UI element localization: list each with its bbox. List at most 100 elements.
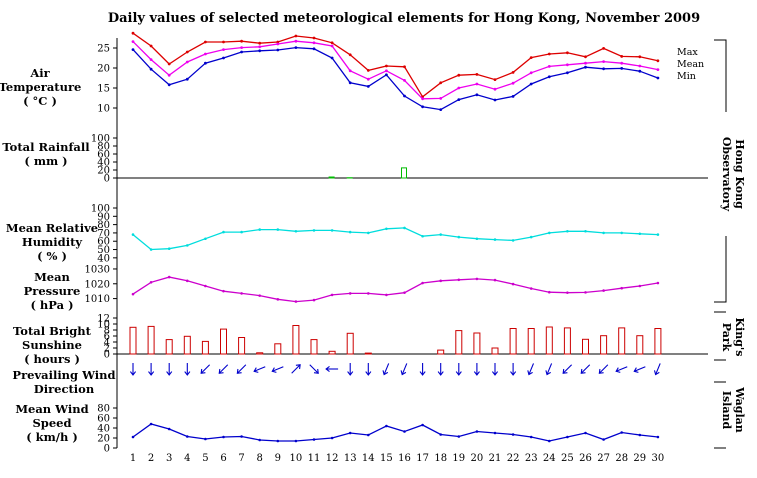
sunshine-label-line1: Total Bright (13, 324, 92, 338)
x-tick-label-9: 9 (275, 453, 281, 464)
temperature-min-point-11 (312, 47, 316, 51)
pressure-label-line2: Pressure (24, 284, 81, 298)
temperature-max-point-3 (167, 62, 171, 66)
temperature-min-point-3 (167, 83, 171, 87)
temperature-min-point-7 (240, 50, 244, 54)
wind-speed-point-17 (421, 423, 424, 427)
x-tick-label-10: 10 (290, 453, 303, 464)
legend-min: Min (677, 71, 696, 82)
wind-arrow-head-19 (455, 371, 462, 376)
pressure-label-line1: Mean (34, 270, 70, 284)
temperature-min-point-28 (620, 67, 624, 70)
wind-speed-point-28 (620, 431, 623, 434)
pressure-point-5 (204, 284, 207, 288)
wind-arrow-head-4 (184, 371, 191, 376)
rainfall-bar-12 (328, 176, 335, 179)
wind-arrow-1 (129, 363, 137, 376)
temperature-max-point-19 (457, 73, 461, 77)
x-tick-label-18: 18 (434, 453, 447, 464)
sunshine-bar-30 (654, 328, 662, 355)
sunshine-tick-label-5: 10 (97, 320, 110, 331)
temperature-mean-point-17 (421, 97, 424, 101)
wind-arrow-shaft-8 (253, 366, 266, 372)
wind-speed-tick-label-2: 40 (97, 424, 110, 435)
humidity-point-1 (131, 233, 135, 236)
temperature-min-point-29 (638, 69, 642, 73)
rainfall-tick-label-1: 20 (97, 166, 110, 177)
temperature-mean-point-5 (204, 52, 207, 56)
wind-arrow-shaft-28 (615, 366, 628, 372)
temperature-mean-point-12 (330, 44, 334, 48)
pressure-tick-label-1: 1020 (85, 279, 110, 290)
temperature-min-point-12 (330, 56, 334, 60)
sunshine-bar-19 (455, 330, 463, 355)
temperature-min-point-27 (602, 67, 605, 71)
temperature-mean-point-13 (348, 69, 352, 73)
pressure-point-25 (566, 291, 569, 294)
x-tick-label-28: 28 (615, 453, 628, 464)
x-tick-label-23: 23 (525, 453, 538, 464)
temperature-max-point-26 (584, 55, 587, 59)
temperature-label-line3: ( °C ) (23, 94, 57, 108)
wind-speed-point-24 (548, 439, 551, 443)
humidity-point-27 (602, 231, 605, 235)
x-tick-label-8: 8 (257, 453, 263, 464)
temperature-min-point-2 (149, 67, 153, 71)
wind-arrow-head-5 (200, 368, 206, 374)
sunshine-bar-25 (563, 327, 571, 355)
rainfall-label-line2: ( mm ) (24, 154, 67, 168)
wind-speed-point-19 (457, 435, 461, 438)
temperature-mean-point-30 (656, 68, 660, 71)
temperature-mean-point-24 (547, 65, 551, 68)
x-tick-label-27: 27 (597, 453, 610, 464)
wind-arrow-head-15 (382, 370, 389, 376)
humidity-label-line3: ( % ) (37, 249, 67, 263)
pressure-point-29 (638, 284, 642, 288)
humidity-point-19 (457, 235, 461, 239)
legend-max: Max (677, 47, 698, 58)
temperature-min-point-6 (222, 56, 225, 60)
x-tick-label-29: 29 (633, 453, 646, 464)
wind-speed-tick-label-0: 0 (104, 444, 110, 455)
sunshine-bar-27 (600, 335, 608, 355)
temperature-tick-label-3: 25 (97, 44, 110, 55)
sunshine-bar-10 (292, 325, 300, 355)
x-tick-label-6: 6 (220, 453, 226, 464)
temperature-min-point-5 (204, 61, 207, 65)
humidity-tick-label-6: 100 (91, 204, 110, 215)
rainfall-label-line1: Total Rainfall (2, 140, 90, 154)
sunshine-bar-8 (256, 352, 264, 355)
wind-arrow-13 (347, 363, 354, 376)
humidity-point-15 (385, 227, 388, 231)
pressure-point-18 (439, 279, 443, 283)
sunshine-tick-label-3: 6 (104, 332, 110, 343)
temperature-mean-point-9 (276, 42, 280, 46)
wind-arrow-head-29 (633, 367, 639, 373)
pressure-point-11 (312, 298, 316, 302)
humidity-point-22 (511, 239, 515, 242)
humidity-point-6 (222, 230, 225, 234)
wind-arrow-shaft-23 (528, 363, 535, 375)
pressure-point-7 (240, 292, 243, 295)
wind-arrow-shaft-11 (309, 364, 319, 374)
wind-speed-point-4 (186, 435, 189, 438)
wind-speed-point-10 (294, 439, 298, 443)
humidity-label-line1: Mean Relative (6, 221, 98, 235)
sunshine-tick-label-2: 4 (104, 338, 110, 349)
temperature-max-point-7 (240, 39, 244, 43)
wind-arrow-head-13 (347, 371, 354, 376)
wind-speed-tick-label-4: 80 (97, 404, 110, 415)
wind-arrow-head-30 (653, 370, 660, 376)
wind-arrow-head-25 (562, 368, 568, 374)
side-label-observatory-2: Observatory (720, 137, 733, 212)
side-label-waglan-2: Island (720, 391, 733, 430)
temperature-max-point-2 (149, 44, 153, 48)
sunshine-bar-3 (165, 339, 173, 355)
temperature-min-point-10 (294, 46, 298, 49)
wind-speed-point-20 (475, 430, 479, 433)
sunshine-tick-label-1: 2 (104, 344, 110, 355)
pressure-point-9 (276, 298, 280, 301)
pressure-point-8 (258, 294, 262, 297)
wind-arrow-shaft-29 (634, 366, 646, 372)
